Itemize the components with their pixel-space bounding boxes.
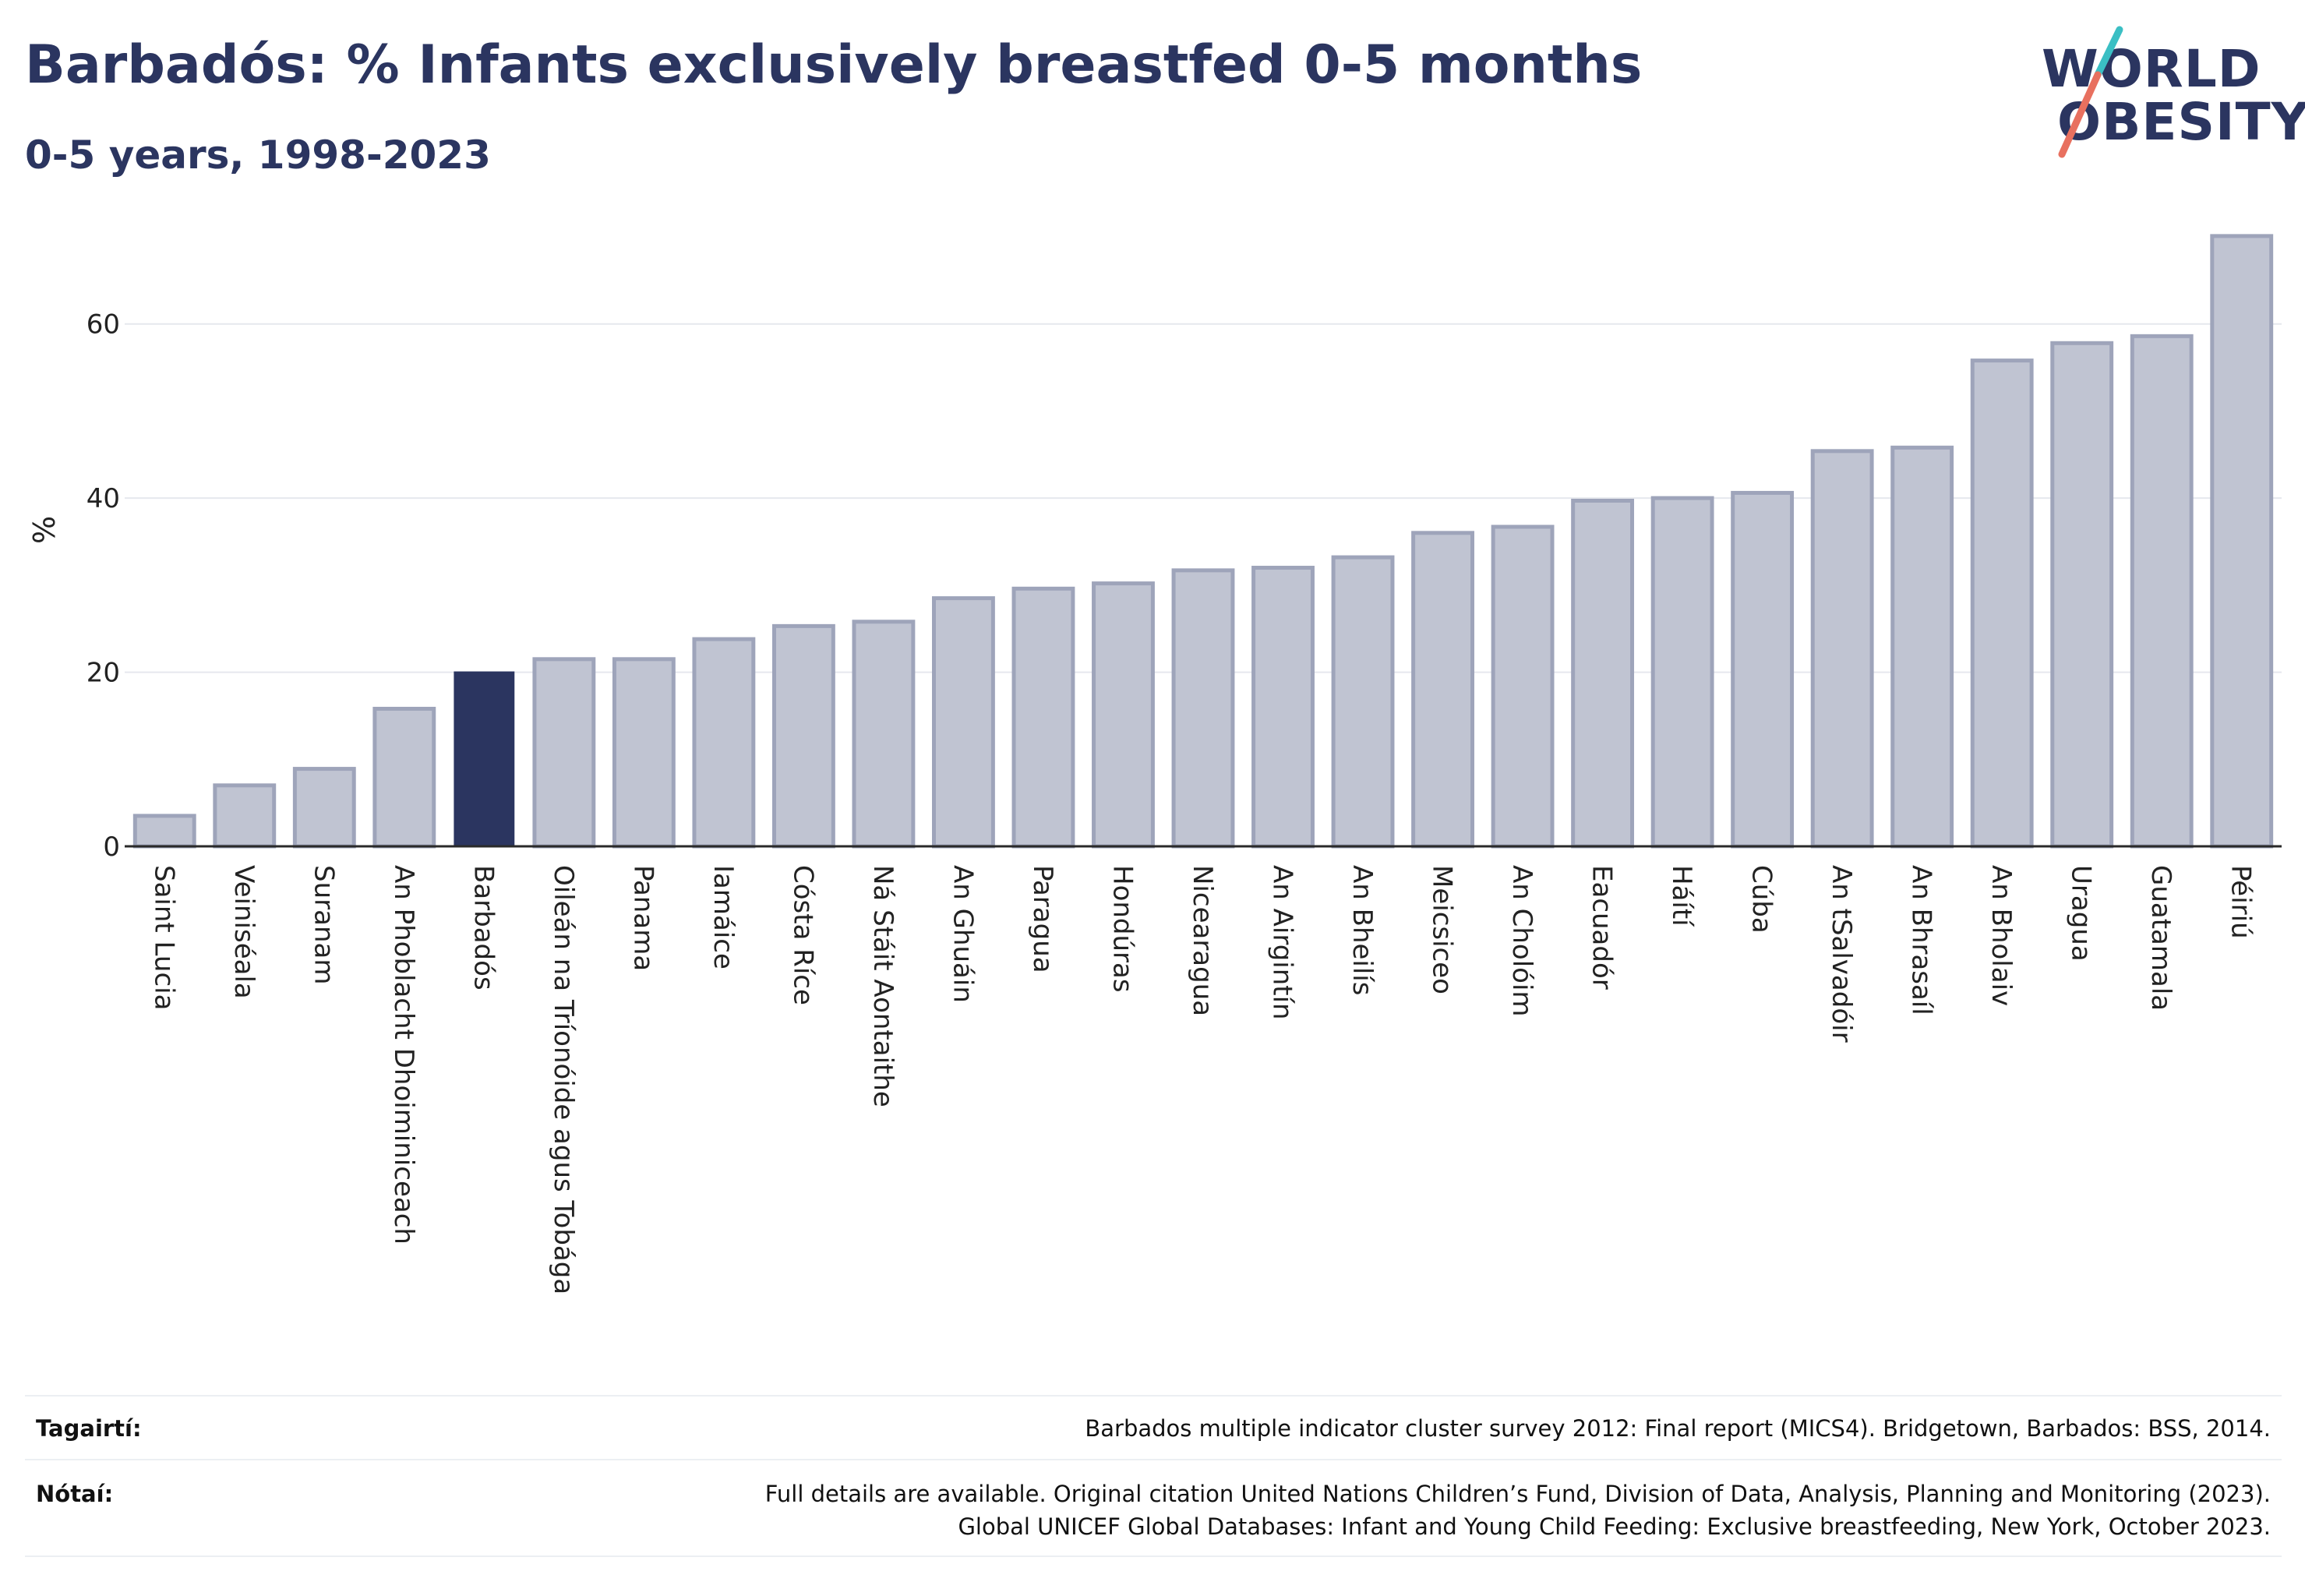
x-tick-label: Eacuadór bbox=[1587, 865, 1618, 990]
y-tick-label: 0 bbox=[103, 832, 120, 863]
footer-divider bbox=[25, 1459, 2282, 1460]
x-tick-label: Suranam bbox=[308, 865, 339, 984]
y-tick-label: 20 bbox=[86, 658, 120, 689]
x-tick-label: Háítí bbox=[1666, 865, 1697, 927]
x-tick-label: Cúba bbox=[1746, 865, 1777, 934]
chart-title: Barbadós: % Infants exclusively breastfe… bbox=[25, 34, 1643, 96]
logo-line-1: WORLD bbox=[2042, 39, 2261, 99]
x-tick-label: Cósta Ríce bbox=[787, 865, 818, 1005]
bar-panama bbox=[612, 657, 676, 849]
bar-chart: 0 20 40 60 Saint Lucia Veiniséala Suranam An Ph… bbox=[27, 234, 2282, 1294]
x-tick-label: Ná Stáit Aontaithe bbox=[867, 865, 898, 1107]
bar-an-bholaiv bbox=[1970, 358, 2034, 849]
notes-text: Full details are available. Original cit… bbox=[765, 1478, 2271, 1543]
world-obesity-logo: WORLD OBESITY bbox=[2026, 23, 2305, 164]
x-tick-label: Barbadós bbox=[468, 865, 499, 990]
bar-uragua bbox=[2050, 341, 2114, 849]
bar-saint-lucia bbox=[132, 814, 196, 849]
notes-label: Nótaí: bbox=[36, 1481, 114, 1507]
x-tick-label: Guatamala bbox=[2145, 865, 2176, 1011]
x-tick-label: Paragua bbox=[1027, 865, 1058, 973]
x-tick-label: An Bhrasaíl bbox=[1906, 865, 1937, 1015]
x-tick-label: An Cholóim bbox=[1506, 865, 1537, 1017]
x-tick-label: Hondúras bbox=[1107, 865, 1138, 993]
reference-label: Tagairtí: bbox=[36, 1415, 142, 1442]
x-tick-label: Uragua bbox=[2066, 865, 2097, 962]
bar-an-bhrasa-l bbox=[1890, 445, 1954, 849]
notes-line-1: Full details are available. Original cit… bbox=[764, 1481, 2271, 1507]
bar-paragua bbox=[1011, 586, 1075, 849]
footer-divider bbox=[25, 1395, 2282, 1396]
x-tick-label: An tSalvadóir bbox=[1826, 865, 1857, 1043]
logo-line-2: OBESITY bbox=[2057, 92, 2305, 152]
y-axis-label: % bbox=[27, 516, 62, 544]
bar-guatamala bbox=[2130, 334, 2194, 849]
logo-slash-icon bbox=[2058, 26, 2123, 158]
bar-an-airgint-n bbox=[1251, 566, 1315, 849]
bars bbox=[132, 234, 2274, 849]
x-tick-label: An Airgintín bbox=[1267, 865, 1298, 1020]
bar-barbad-s bbox=[454, 671, 515, 847]
bar-meicsiceo bbox=[1411, 531, 1474, 849]
x-tick-label: Iamáice bbox=[708, 865, 739, 969]
bar-h-t- bbox=[1650, 496, 1714, 849]
bar-an-ghu-in bbox=[932, 596, 995, 849]
bar-hond-ras bbox=[1092, 581, 1155, 849]
x-tick-label: An Ghuáin bbox=[947, 865, 978, 1003]
bar-an-tsalvad-ir bbox=[1810, 449, 1874, 849]
x-tick-label: Saint Lucia bbox=[148, 865, 179, 1010]
axes: 0 20 40 60 Saint Lucia Veiniséala Suranam An Ph… bbox=[86, 309, 2282, 1294]
bar-nicearagua bbox=[1171, 568, 1235, 849]
x-tick-label: Panama bbox=[627, 865, 658, 971]
bar-an-phoblacht-dhoiminiceach bbox=[372, 706, 436, 849]
x-tick-label: An Bheilís bbox=[1347, 865, 1378, 995]
x-tick-label: Veiniséala bbox=[228, 865, 259, 999]
bar-an-bheil-s bbox=[1331, 555, 1395, 849]
bar-p-iri- bbox=[2210, 234, 2274, 849]
x-tick-label: An Phoblacht Dhoiminiceach bbox=[388, 865, 419, 1245]
notes-line-2: Global UNICEF Global Databases: Infant a… bbox=[958, 1513, 2271, 1540]
x-tick-label: Oileán na Tríonóide agus Tobága bbox=[548, 865, 579, 1294]
x-tick-label: Péiriú bbox=[2226, 865, 2257, 939]
y-tick-label: 40 bbox=[86, 483, 120, 514]
bar-veinis-ala bbox=[213, 783, 277, 849]
bar-iam-ice bbox=[692, 637, 756, 849]
bar-c-ba bbox=[1731, 490, 1795, 849]
y-tick-label: 60 bbox=[86, 309, 120, 341]
bar-oile-n-na-tr-on-ide-agus-tob-ga bbox=[532, 657, 596, 849]
chart-subtitle: 0-5 years, 1998-2023 bbox=[25, 132, 491, 178]
bar-eacuad-r bbox=[1571, 498, 1635, 849]
x-tick-label: Meicsiceo bbox=[1427, 865, 1458, 994]
reference-text: Barbados multiple indicator cluster surv… bbox=[1085, 1415, 2271, 1442]
bar-n-st-it-aontaithe bbox=[852, 620, 916, 849]
footer-divider bbox=[25, 1555, 2282, 1557]
bar-an-chol-im bbox=[1491, 524, 1555, 849]
x-tick-label: An Bholaiv bbox=[1986, 865, 2017, 1006]
x-tick-label: Nicearagua bbox=[1187, 865, 1218, 1016]
bar-suranam bbox=[292, 767, 356, 849]
bar-c-sta-r-ce bbox=[771, 623, 835, 849]
